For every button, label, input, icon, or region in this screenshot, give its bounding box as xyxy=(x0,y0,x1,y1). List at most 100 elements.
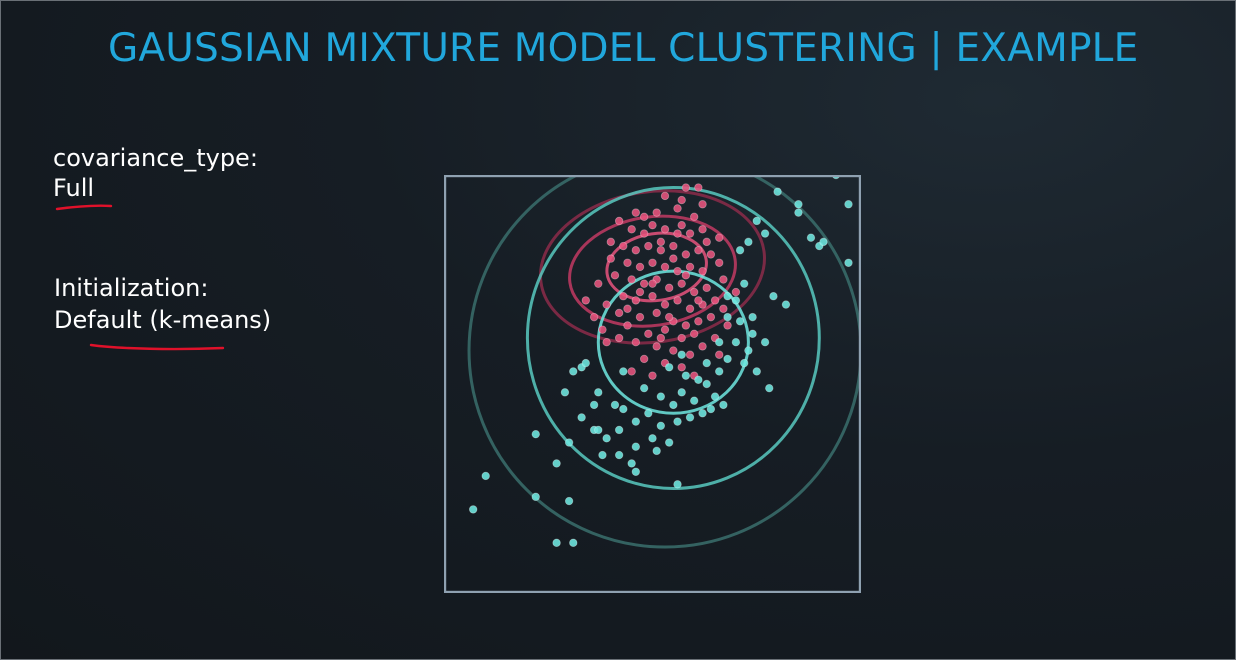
gmm-scatter-plot xyxy=(444,175,861,593)
data-point-s1-77 xyxy=(748,312,757,322)
data-point-s0-37 xyxy=(664,283,674,293)
data-point-s1-0 xyxy=(773,187,782,196)
data-point-s0-12 xyxy=(660,225,670,234)
data-point-s0-27 xyxy=(648,258,657,267)
data-point-s0-51 xyxy=(602,300,611,309)
data-point-s0-95 xyxy=(656,333,666,343)
data-point-s0-48 xyxy=(685,304,695,313)
data-point-s0-39 xyxy=(689,287,699,297)
data-point-s1-5 xyxy=(744,237,753,247)
data-point-s1-34 xyxy=(656,421,666,430)
data-point-s0-8 xyxy=(614,216,624,226)
data-point-s0-59 xyxy=(589,312,599,322)
data-point-s0-33 xyxy=(610,271,620,280)
data-point-s0-73 xyxy=(639,354,649,364)
data-point-s1-4 xyxy=(760,229,770,238)
data-point-s0-65 xyxy=(723,321,732,330)
data-point-s0-4 xyxy=(631,208,641,217)
data-point-s1-48 xyxy=(560,388,570,397)
data-point-s1-70 xyxy=(531,492,540,502)
data-point-s0-58 xyxy=(706,312,716,322)
data-point-s1-68 xyxy=(481,471,490,481)
data-point-s0-54 xyxy=(652,308,661,318)
data-point-s0-5 xyxy=(652,208,661,217)
data-point-s0-35 xyxy=(639,279,649,288)
data-point-s0-25 xyxy=(623,258,632,267)
data-point-s0-72 xyxy=(602,337,611,347)
data-point-s1-22 xyxy=(740,358,749,368)
data-point-s0-17 xyxy=(631,246,641,255)
data-point-s0-2 xyxy=(660,191,670,201)
underline-full-annotation xyxy=(55,204,113,211)
data-point-s0-7 xyxy=(689,212,699,221)
data-point-s1-37 xyxy=(698,409,707,418)
data-point-s0-14 xyxy=(685,229,695,238)
gaussian-ellipse-4 xyxy=(525,186,821,490)
data-point-s1-57 xyxy=(673,480,682,489)
data-point-s1-30 xyxy=(656,392,666,401)
data-point-s0-60 xyxy=(623,321,632,330)
data-point-s1-54 xyxy=(564,438,574,447)
data-point-s1-24 xyxy=(715,367,724,376)
data-point-s1-67 xyxy=(531,429,540,439)
data-point-s1-27 xyxy=(689,396,699,405)
data-point-s1-80 xyxy=(594,388,603,397)
data-point-s0-99 xyxy=(715,233,724,242)
data-point-s1-29 xyxy=(669,400,678,410)
data-point-s0-57 xyxy=(694,317,703,326)
data-point-s1-23 xyxy=(752,367,761,376)
data-point-s0-24 xyxy=(606,254,615,263)
data-point-s1-35 xyxy=(673,417,682,426)
data-point-s0-45 xyxy=(648,292,657,301)
data-point-s0-91 xyxy=(648,371,657,380)
data-point-s1-79 xyxy=(619,367,628,376)
data-point-s0-66 xyxy=(614,333,624,343)
data-point-s0-56 xyxy=(681,321,691,330)
data-point-s0-29 xyxy=(673,266,682,276)
data-point-s1-20 xyxy=(744,346,753,355)
data-point-s1-21 xyxy=(723,354,732,364)
data-point-s0-93 xyxy=(715,350,724,359)
data-point-s0-87 xyxy=(656,237,666,247)
covariance-type-label: covariance_type: xyxy=(53,144,258,172)
data-point-s0-47 xyxy=(673,296,682,305)
data-point-s1-19 xyxy=(731,337,741,347)
data-point-s0-13 xyxy=(677,220,686,230)
data-point-s1-36 xyxy=(685,413,695,422)
data-point-s0-19 xyxy=(656,246,666,255)
data-point-s1-63 xyxy=(765,383,774,393)
data-point-s0-53 xyxy=(635,312,645,322)
data-point-s1-2 xyxy=(794,208,803,217)
data-point-s0-10 xyxy=(639,229,649,238)
data-point-s0-34 xyxy=(627,275,636,284)
data-point-s0-88 xyxy=(702,237,711,247)
data-point-s1-33 xyxy=(619,404,628,414)
data-point-s0-81 xyxy=(648,279,657,288)
data-point-s1-17 xyxy=(735,317,745,326)
data-point-s1-41 xyxy=(648,434,657,443)
data-point-s1-3 xyxy=(752,216,761,226)
data-point-s0-42 xyxy=(594,279,603,288)
data-point-s0-52 xyxy=(614,308,624,318)
data-point-s1-65 xyxy=(715,337,724,347)
covariance-type-value: Full xyxy=(53,174,95,202)
data-point-s1-16 xyxy=(723,312,732,322)
data-point-s0-50 xyxy=(710,296,720,305)
data-point-s0-3 xyxy=(677,195,686,205)
data-point-s0-67 xyxy=(631,337,641,347)
data-point-s1-49 xyxy=(569,367,578,376)
data-point-s1-40 xyxy=(664,438,674,447)
data-point-s1-31 xyxy=(644,409,653,418)
data-point-s1-10 xyxy=(844,200,853,209)
data-point-s0-41 xyxy=(719,275,728,284)
data-point-s1-38 xyxy=(706,404,716,414)
data-point-s0-75 xyxy=(677,363,686,372)
data-point-s0-28 xyxy=(660,262,670,272)
data-point-s0-86 xyxy=(669,254,678,263)
data-point-s1-56 xyxy=(610,400,620,410)
data-point-s0-11 xyxy=(648,220,657,230)
data-point-s0-64 xyxy=(689,329,699,339)
initialization-value: Default (k-means) xyxy=(54,306,272,334)
data-point-s0-44 xyxy=(631,296,641,305)
data-point-s1-71 xyxy=(552,538,561,548)
